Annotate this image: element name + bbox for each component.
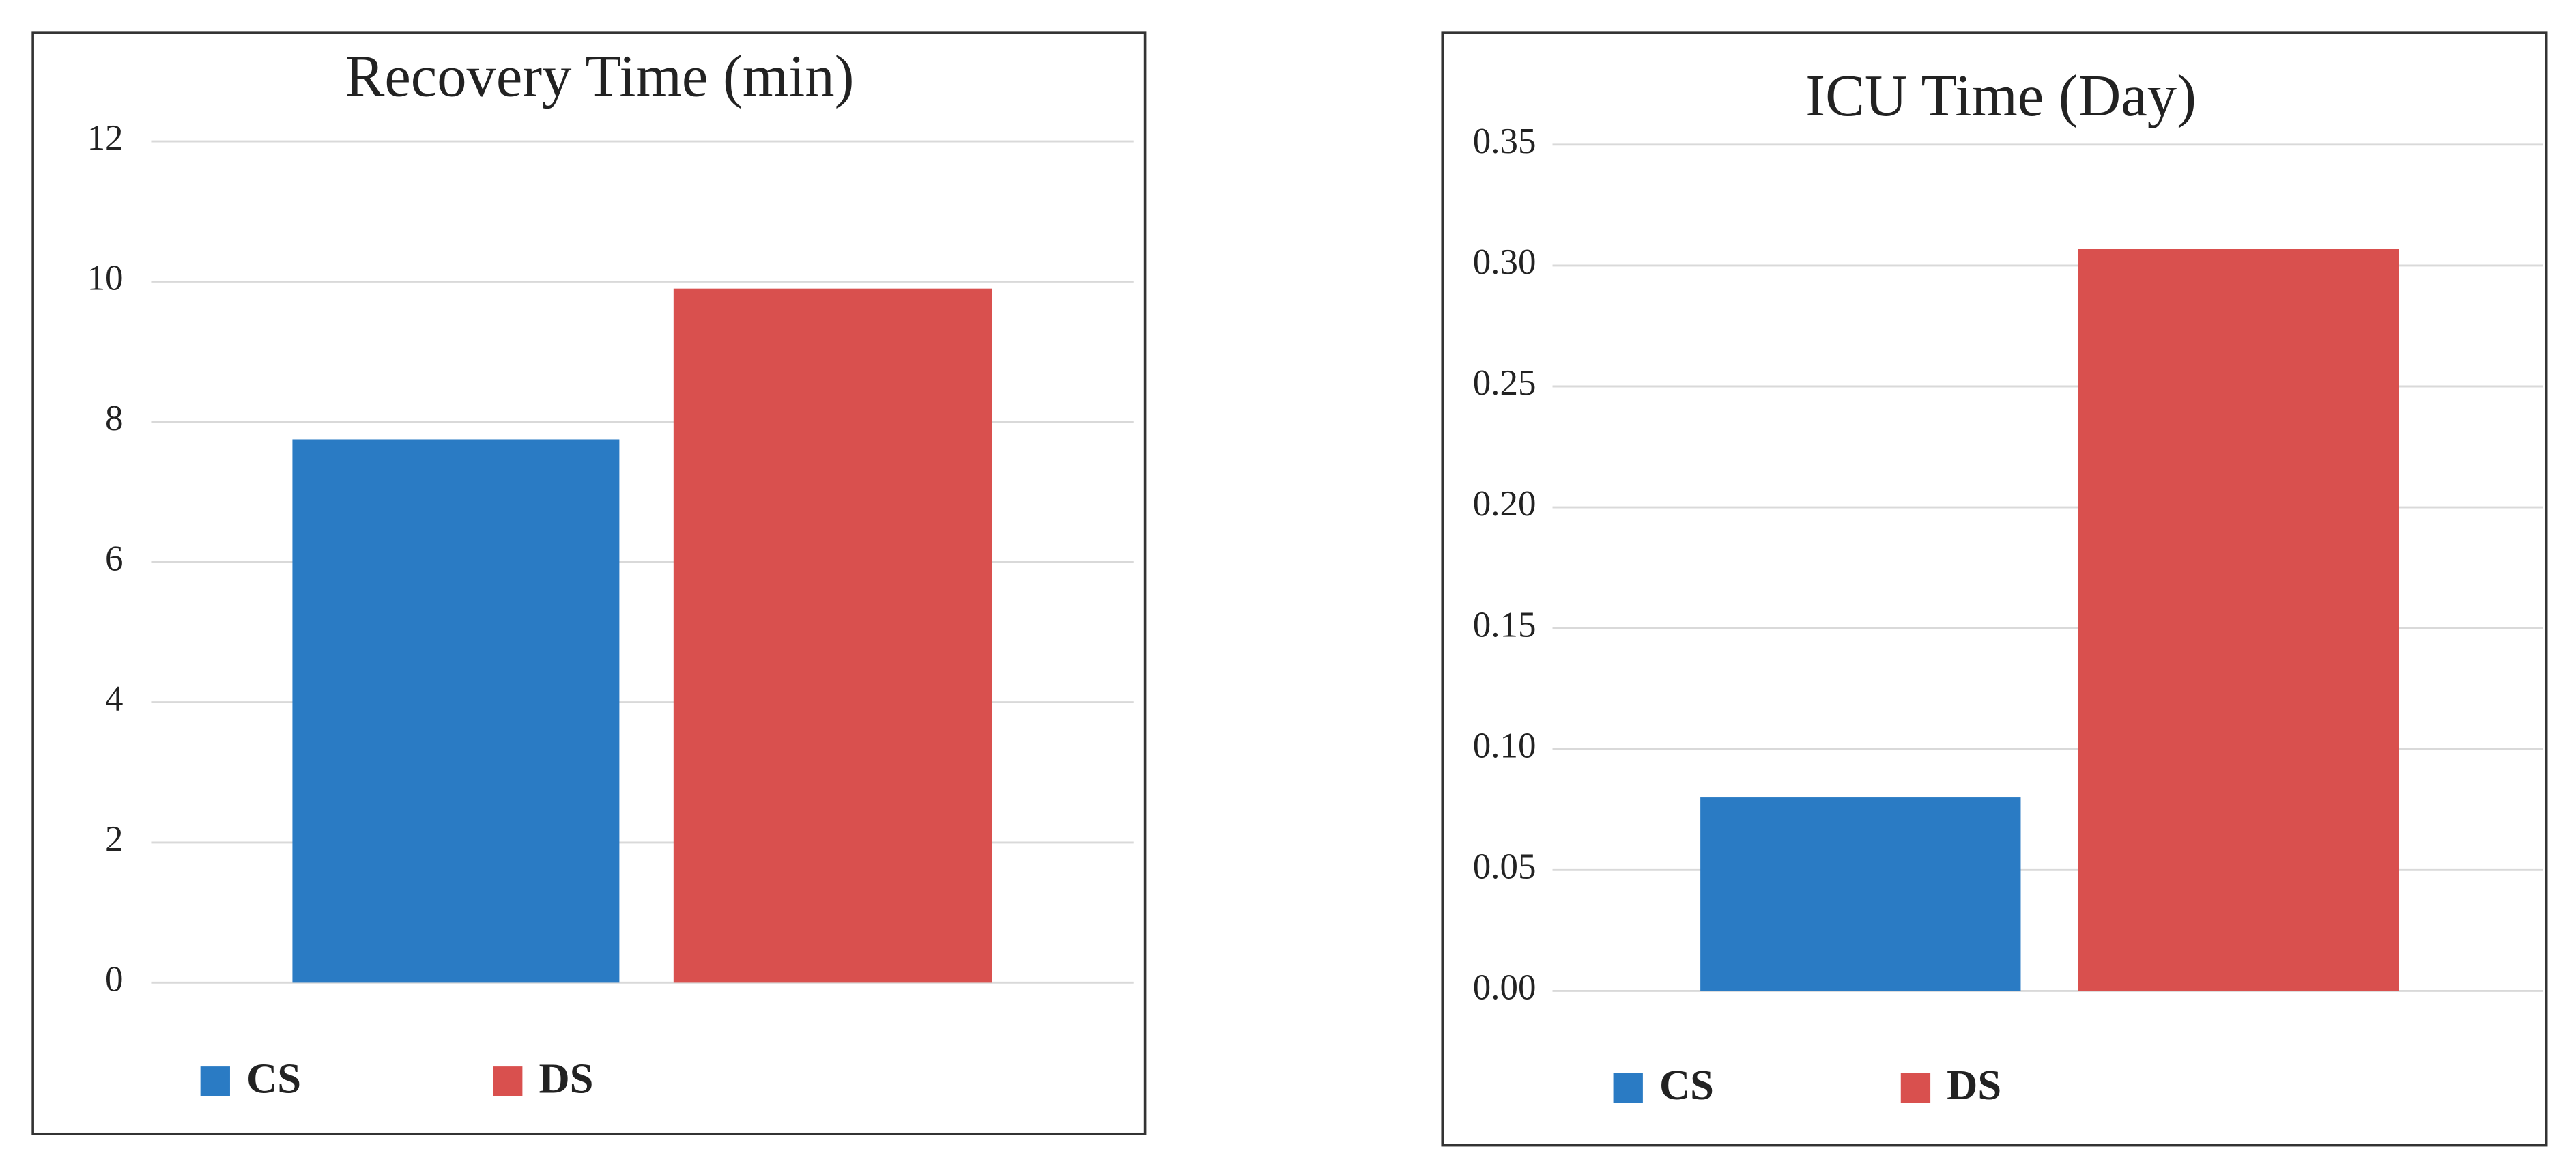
bar (673, 288, 992, 983)
legend-label: CS (246, 1055, 301, 1103)
y-tick-label: 4 (105, 679, 123, 719)
y-tick-label: 2 (105, 819, 123, 859)
y-tick-label: 0.35 (1473, 122, 1536, 161)
y-tick-label: 6 (105, 539, 123, 578)
y-tick-label: 0 (105, 960, 123, 1000)
bar (292, 439, 620, 983)
chart-frame (1441, 31, 2548, 1147)
bar (2078, 249, 2399, 991)
y-tick-label: 0.25 (1473, 363, 1536, 403)
chart-frame (31, 31, 1147, 1135)
y-tick-label: 0.15 (1473, 605, 1536, 645)
chart-title: ICU Time (Day) (1805, 63, 2196, 128)
legend-swatch (1900, 1073, 1931, 1103)
y-tick-label: 8 (105, 399, 123, 438)
legend-swatch (200, 1066, 230, 1096)
y-tick-label: 0.20 (1473, 484, 1536, 524)
legend-label: DS (1947, 1061, 2001, 1109)
y-tick-label: 0.30 (1473, 242, 1536, 282)
legend-label: DS (539, 1055, 593, 1103)
legend-swatch (1613, 1073, 1643, 1103)
y-tick-label: 10 (87, 259, 124, 298)
y-tick-label: 0.05 (1473, 847, 1536, 886)
chart-title: Recovery Time (min) (345, 43, 855, 109)
legend-swatch (493, 1066, 523, 1096)
y-tick-label: 0.00 (1473, 968, 1536, 1008)
bar (1700, 797, 2021, 991)
legend-label: CS (1659, 1061, 1714, 1109)
y-tick-label: 12 (87, 118, 124, 158)
y-tick-label: 0.10 (1473, 726, 1536, 765)
